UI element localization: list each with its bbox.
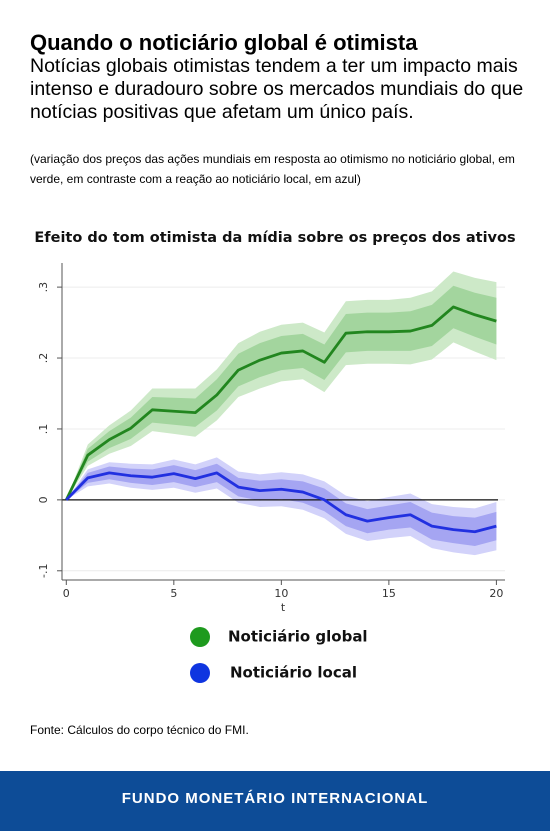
chart-title: Efeito do tom otimista da mídia sobre os…: [34, 230, 515, 246]
confidence-band: [66, 463, 497, 546]
y-tick-label: .3: [37, 282, 50, 293]
chart: Efeito do tom otimista da mídia sobre os…: [34, 230, 516, 683]
y-tick-label: .2: [37, 353, 50, 364]
source: Fonte: Cálculos do corpo técnico do FMI.: [30, 723, 249, 737]
title: Quando o noticiário global é otimista: [30, 30, 418, 55]
legend-marker: [190, 663, 210, 683]
x-tick-label: 10: [274, 587, 288, 600]
y-tick-label: -.1: [37, 564, 50, 578]
x-tick-label: 15: [382, 587, 396, 600]
x-tick-label: 5: [170, 587, 177, 600]
note: (variação dos preços das ações mundiais …: [30, 152, 515, 186]
y-tick-label: .1: [37, 424, 50, 435]
legend-label: Noticiário local: [230, 664, 357, 682]
y-tick-label: 0: [37, 496, 50, 503]
series-line: [65, 305, 497, 501]
legend-marker: [190, 627, 210, 647]
x-tick-label: 20: [489, 587, 503, 600]
x-axis-label: t: [281, 601, 286, 614]
x-tick-label: 0: [63, 587, 70, 600]
footer: FUNDO MONETÁRIO INTERNACIONAL: [0, 771, 550, 831]
series-line: [65, 471, 497, 534]
legend-label: Noticiário global: [228, 628, 368, 646]
confidence-band: [66, 285, 497, 500]
subtitle: Notícias globais otimistas tendem a ter …: [30, 55, 524, 123]
